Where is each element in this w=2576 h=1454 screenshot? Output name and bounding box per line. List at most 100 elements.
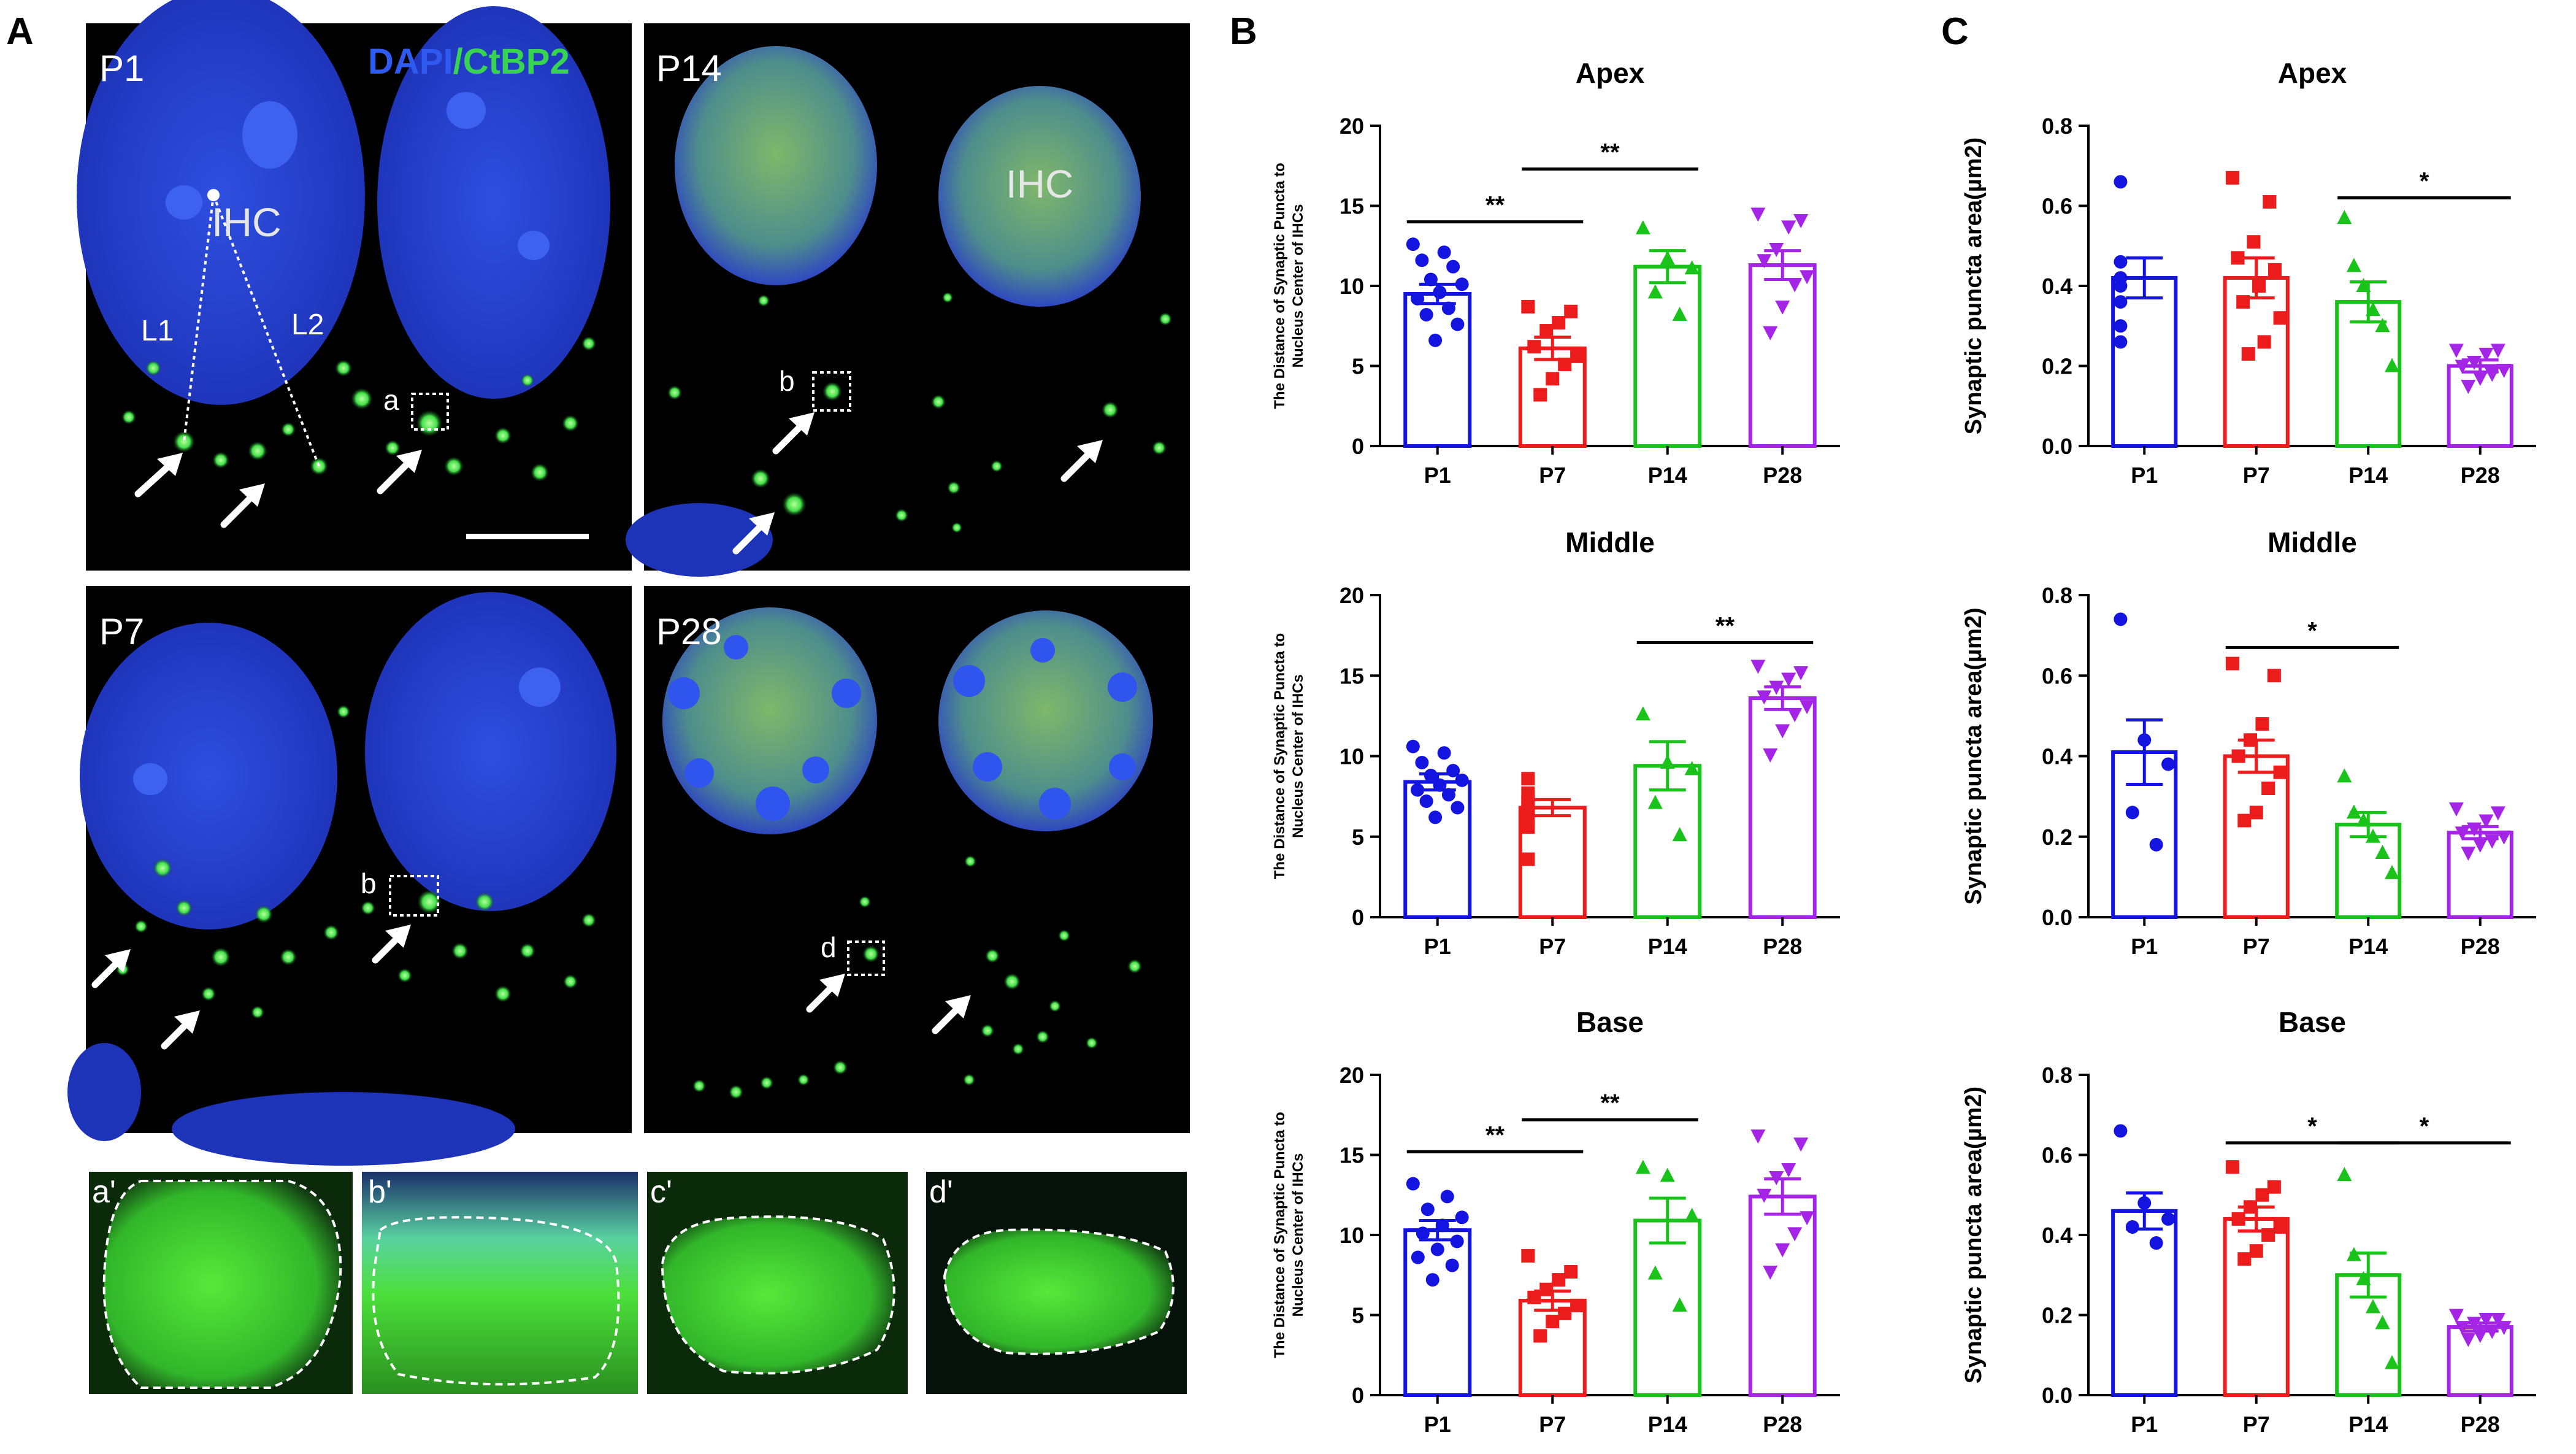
- puncta: [667, 292, 1172, 533]
- data-point: [2249, 806, 2263, 820]
- data-point: [1406, 739, 1420, 753]
- arrow-icon: [806, 974, 971, 1034]
- data-point: [2267, 1180, 2281, 1194]
- data-point: [2448, 1309, 2464, 1323]
- data-point: [2114, 175, 2128, 189]
- data-point: [2273, 1220, 2287, 1234]
- data-point: [1763, 326, 1778, 340]
- data-point: [1441, 788, 1455, 802]
- x-tick-label: P14: [2348, 1412, 2388, 1437]
- punctum-outline: [372, 1216, 620, 1386]
- ihc-nucleus: [77, 0, 365, 405]
- bar-p1: [2111, 1209, 2178, 1397]
- chart-c-middle: Middle Synaptic puncta area(µm2) 0.0 0.2 0.4…: [1961, 526, 2536, 959]
- x-tick-label: P1: [1424, 463, 1451, 488]
- y-tick-label: 0.2: [2042, 354, 2072, 379]
- x-tick-label: P7: [1539, 463, 1566, 488]
- data-point: [2137, 733, 2152, 747]
- data-point: [2231, 749, 2245, 763]
- data-point: [2231, 1212, 2245, 1226]
- data-point: [2485, 834, 2500, 849]
- micrograph-p14: P14 IHC b: [626, 23, 1190, 577]
- panel-letter-c: C: [1941, 10, 1969, 53]
- data-point: [1419, 794, 1433, 808]
- data-point: [1415, 253, 1429, 267]
- y-tick-label: 0.4: [2042, 744, 2072, 769]
- data-point: [2356, 278, 2371, 292]
- data-point: [2261, 1228, 2275, 1242]
- data-point: [1781, 672, 1796, 687]
- tile-label: P14: [656, 48, 722, 89]
- x-tick-label: P7: [2243, 463, 2270, 488]
- data-point: [2385, 864, 2400, 879]
- data-point: [2137, 1196, 2152, 1210]
- zoom-box: [411, 393, 449, 431]
- data-point: [2467, 355, 2482, 370]
- bar-p14: [2335, 300, 2402, 448]
- y-tick-label: 20: [1340, 583, 1364, 608]
- inset-c: c': [647, 1172, 908, 1394]
- micrograph-p7: P7 b: [67, 586, 632, 1166]
- data-point: [1455, 277, 1469, 291]
- y-axis-label: Synaptic puncta area(µm2): [1961, 137, 1987, 434]
- data-point: [2478, 347, 2494, 362]
- data-point: [1416, 1226, 1430, 1241]
- puncta: [116, 705, 596, 1019]
- data-point: [1441, 301, 1455, 315]
- data-point: [1570, 1298, 1584, 1312]
- data-point: [2448, 344, 2464, 358]
- data-point: [1424, 769, 1438, 782]
- data-point: [2337, 1167, 2352, 1182]
- data-point: [1521, 1248, 1535, 1263]
- chart-title: Base: [1576, 1006, 1644, 1038]
- arrow-icon: [732, 412, 1103, 555]
- significance-label: *: [2420, 1113, 2429, 1140]
- ihc-nucleus: [365, 592, 616, 911]
- y-tick-label: 0: [1352, 434, 1364, 459]
- x-tick-label: P7: [2243, 1412, 2270, 1437]
- data-point: [1635, 220, 1650, 235]
- data-point: [1793, 213, 1809, 228]
- data-point: [2337, 768, 2352, 783]
- data-point: [1425, 1273, 1439, 1287]
- data-point: [1546, 1314, 1560, 1328]
- data-point: [1558, 1306, 1572, 1320]
- data-point: [2247, 235, 2261, 249]
- data-point: [2461, 380, 2476, 394]
- chart-title: Apex: [1576, 57, 1645, 89]
- y-axis-label-line: Nucleus Center of IHCs: [1290, 1153, 1306, 1317]
- significance-label: **: [1600, 1090, 1620, 1117]
- y-axis-label: The Distance of Synaptic Puncta to Nucleu…: [1271, 163, 1306, 409]
- data-point: [1757, 690, 1772, 705]
- puncta: [121, 336, 596, 482]
- data-point: [2346, 1247, 2361, 1261]
- data-point: [1684, 1207, 1700, 1222]
- data-point: [1750, 660, 1766, 674]
- data-point: [1521, 852, 1535, 866]
- panel-letter-a: A: [6, 10, 34, 53]
- x-tick-label: P14: [2348, 463, 2388, 488]
- data-point: [2149, 1236, 2163, 1250]
- data-point: [1570, 349, 1584, 363]
- data-point: [2490, 806, 2505, 821]
- y-axis-label-line: The Distance of Synaptic Puncta to: [1271, 633, 1288, 879]
- data-point: [2467, 1317, 2482, 1331]
- y-axis-label: Synaptic puncta area(µm2): [1961, 1087, 1987, 1383]
- data-point: [1647, 794, 1663, 809]
- x-tick-label: P28: [2461, 463, 2500, 488]
- data-point: [2252, 279, 2266, 293]
- data-point: [2385, 1355, 2400, 1369]
- y-tick-label: 0.2: [2042, 825, 2072, 850]
- data-point: [1539, 324, 1554, 338]
- data-point: [1684, 260, 1700, 275]
- data-point: [2237, 814, 2252, 828]
- data-point: [2478, 814, 2494, 829]
- x-tick-label: P28: [1763, 1412, 1802, 1437]
- data-point: [2273, 765, 2287, 779]
- data-point: [2346, 258, 2361, 272]
- line-label-l2: L2: [291, 309, 324, 341]
- data-point: [2244, 1200, 2258, 1214]
- inset-d: d': [926, 1172, 1187, 1394]
- data-point: [2249, 1244, 2263, 1258]
- y-tick-label: 0.4: [2042, 274, 2072, 299]
